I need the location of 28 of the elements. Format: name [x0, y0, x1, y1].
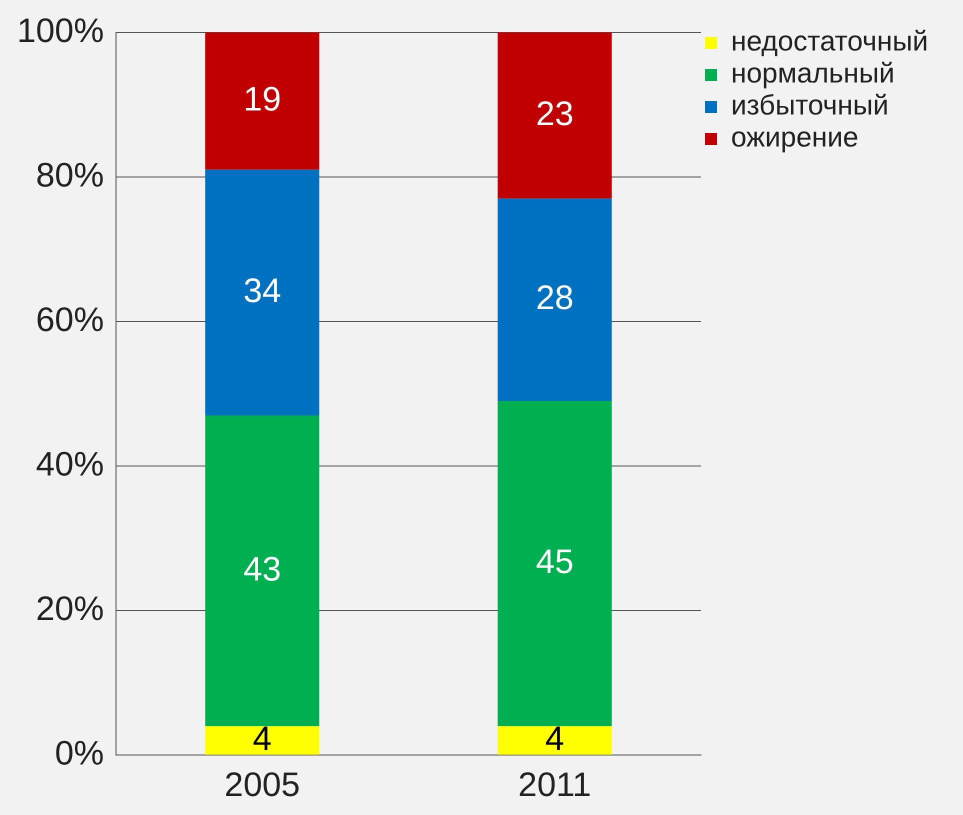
bar	[205, 32, 320, 170]
data-label: 4	[545, 720, 564, 758]
legend-label: избыточный	[731, 90, 889, 121]
y-tick-label: 40%	[36, 445, 104, 484]
y-tick-label: 80%	[36, 156, 104, 194]
y-tick-label: 60%	[36, 300, 104, 339]
data-label: 34	[243, 272, 282, 310]
bar	[498, 32, 612, 199]
bar	[205, 415, 320, 726]
legend-label: ожирение	[731, 122, 858, 153]
x-tick-label: 2005	[224, 766, 300, 804]
data-label: 4	[252, 720, 272, 758]
bar	[498, 726, 612, 755]
data-label: 19	[243, 80, 282, 118]
x-tick-label: 2011	[518, 766, 592, 804]
bar	[498, 198, 612, 402]
data-label: 28	[536, 279, 574, 318]
data-label: 43	[243, 550, 282, 588]
bar	[498, 401, 612, 726]
bar	[205, 726, 320, 755]
legend-label: нормальный	[731, 58, 895, 89]
legend-label: недостаточный	[731, 26, 928, 57]
y-tick-label: 0%	[54, 734, 104, 773]
y-tick-label: 100%	[16, 12, 104, 50]
bar	[205, 170, 320, 416]
y-tick-label: 20%	[36, 590, 104, 628]
data-label: 23	[536, 94, 574, 133]
data-label: 45	[536, 543, 574, 582]
